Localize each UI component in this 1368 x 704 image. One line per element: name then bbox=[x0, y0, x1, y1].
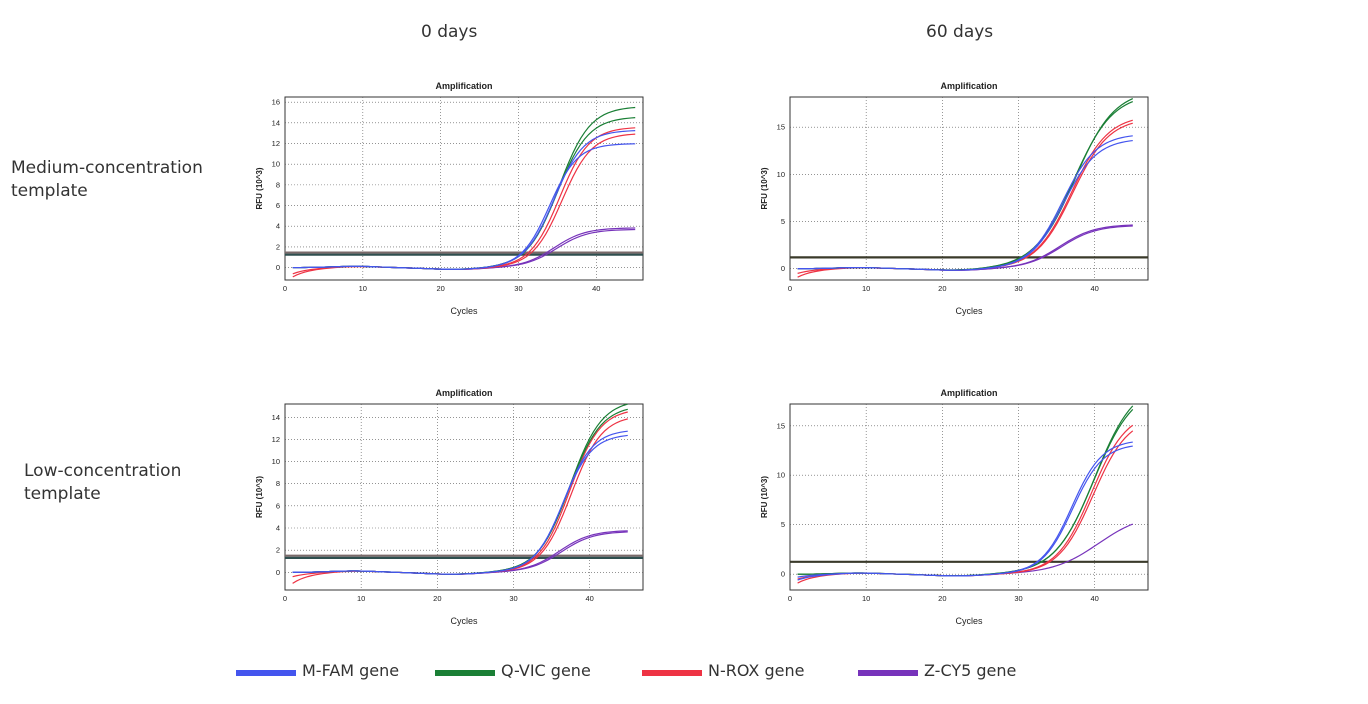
y-tick-label: 10 bbox=[777, 170, 785, 179]
series-group bbox=[790, 405, 1148, 584]
y-tick-label: 6 bbox=[276, 201, 280, 210]
y-tick-label: 10 bbox=[272, 457, 280, 466]
legend-swatch-q-vic bbox=[435, 670, 495, 676]
x-tick-label: 20 bbox=[938, 284, 946, 293]
row-header-medium-line1: Medium-concentration bbox=[11, 158, 203, 178]
y-axis-label: RFU (10^3) bbox=[760, 476, 769, 518]
x-tick-label: 40 bbox=[1091, 594, 1099, 603]
x-tick-label: 10 bbox=[359, 284, 367, 293]
x-tick-label: 20 bbox=[938, 594, 946, 603]
legend-label-q-vic: Q-VIC gene bbox=[501, 661, 591, 680]
x-axis-label: Cycles bbox=[955, 616, 983, 626]
row-header-medium: Medium-concentration template bbox=[11, 157, 203, 203]
y-tick-label: 0 bbox=[781, 570, 785, 579]
x-axis-label: Cycles bbox=[955, 306, 983, 316]
x-tick-label: 0 bbox=[788, 594, 792, 603]
y-tick-label: 5 bbox=[781, 520, 785, 529]
y-tick-label: 0 bbox=[781, 264, 785, 273]
y-axis-label: RFU (10^3) bbox=[255, 476, 264, 518]
y-tick-label: 8 bbox=[276, 180, 280, 189]
row-header-low-line1: Low-concentration bbox=[24, 461, 182, 481]
legend-label-m-fam: M-FAM gene bbox=[302, 661, 400, 680]
y-tick-label: 2 bbox=[276, 242, 280, 251]
series-line-m-fam-gene bbox=[797, 445, 1133, 578]
column-header-60-days: 60 days bbox=[926, 22, 994, 42]
x-tick-label: 40 bbox=[586, 594, 594, 603]
row-header-low-line2: template bbox=[24, 484, 101, 504]
chart-title: Amplification bbox=[435, 81, 492, 91]
legend-label-z-cy5: Z-CY5 gene bbox=[924, 661, 1017, 680]
x-tick-label: 20 bbox=[433, 594, 441, 603]
chart-low-0days: Amplification 0 10 20 30 40 0 2 4 6 8 10 12 14 Cycles R… bbox=[255, 388, 644, 626]
series-line-m-fam-gene bbox=[292, 430, 628, 575]
x-tick-label: 30 bbox=[509, 594, 517, 603]
column-header-0-days: 0 days bbox=[421, 22, 478, 42]
chart-title: Amplification bbox=[940, 388, 997, 398]
y-tick-label: 4 bbox=[276, 524, 280, 533]
y-tick-label: 8 bbox=[276, 479, 280, 488]
chart-panel-low-60days: Amplification 0 10 20 30 40 0 5 10 15 Cycles RFU (1… bbox=[750, 382, 1160, 630]
series-group bbox=[285, 404, 643, 584]
plot-area bbox=[789, 403, 1149, 591]
row-header-low: Low-concentration template bbox=[24, 460, 181, 506]
chart-panel-medium-60days: Amplification 0 10 20 30 40 0 5 10 15 Cycles RFU (1… bbox=[750, 75, 1160, 320]
y-axis-label: RFU (10^3) bbox=[760, 167, 769, 209]
y-tick-label: 5 bbox=[781, 217, 785, 226]
chart-medium-60days: Amplification 0 10 20 30 40 0 5 10 15 Cycles RFU (1… bbox=[760, 81, 1149, 316]
x-tick-label: 10 bbox=[862, 284, 870, 293]
series-line-m-fam-gene bbox=[292, 130, 636, 270]
chart-low-60days: Amplification 0 10 20 30 40 0 5 10 15 Cycles RFU (1… bbox=[760, 388, 1149, 626]
x-tick-label: 10 bbox=[357, 594, 365, 603]
x-tick-label: 30 bbox=[514, 284, 522, 293]
y-tick-label: 0 bbox=[276, 263, 280, 272]
x-tick-label: 10 bbox=[862, 594, 870, 603]
y-tick-label: 12 bbox=[272, 435, 280, 444]
plot-area bbox=[284, 96, 644, 281]
y-tick-label: 15 bbox=[777, 123, 785, 132]
series-group bbox=[285, 106, 643, 278]
plot-area bbox=[789, 96, 1149, 281]
y-axis-label: RFU (10^3) bbox=[255, 167, 264, 209]
y-tick-label: 14 bbox=[272, 118, 280, 127]
y-tick-label: 0 bbox=[276, 568, 280, 577]
legend-swatch-n-rox bbox=[642, 670, 702, 676]
legend-label-n-rox: N-ROX gene bbox=[708, 661, 805, 680]
x-tick-label: 0 bbox=[283, 284, 287, 293]
legend-swatch-z-cy5 bbox=[858, 670, 918, 676]
x-tick-label: 30 bbox=[1014, 284, 1022, 293]
y-tick-label: 4 bbox=[276, 222, 280, 231]
chart-title: Amplification bbox=[435, 388, 492, 398]
row-header-medium-line2: template bbox=[11, 181, 88, 201]
y-tick-label: 12 bbox=[272, 139, 280, 148]
x-tick-label: 30 bbox=[1014, 594, 1022, 603]
chart-medium-0days: Amplification 0 10 20 30 40 0 2 4 6 8 10 12 14 16 Cycle… bbox=[255, 81, 644, 316]
x-tick-label: 0 bbox=[788, 284, 792, 293]
series-line-m-fam-gene bbox=[797, 139, 1133, 271]
chart-title: Amplification bbox=[940, 81, 997, 91]
legend-swatch-m-fam bbox=[236, 670, 296, 676]
y-tick-label: 16 bbox=[272, 98, 280, 107]
x-tick-label: 20 bbox=[436, 284, 444, 293]
y-tick-label: 14 bbox=[272, 413, 280, 422]
y-tick-label: 2 bbox=[276, 546, 280, 555]
plot-area bbox=[284, 403, 644, 591]
x-axis-label: Cycles bbox=[450, 616, 478, 626]
y-tick-label: 10 bbox=[777, 471, 785, 480]
y-tick-label: 15 bbox=[777, 421, 785, 430]
chart-panel-low-0days: Amplification 0 10 20 30 40 0 2 4 6 8 10 12 14 Cycles R… bbox=[245, 382, 655, 630]
series-group bbox=[790, 98, 1148, 278]
y-tick-label: 10 bbox=[272, 160, 280, 169]
x-axis-label: Cycles bbox=[450, 306, 478, 316]
y-tick-label: 6 bbox=[276, 501, 280, 510]
chart-panel-medium-0days: Amplification 0 10 20 30 40 0 2 4 6 8 10 12 14 16 Cycle… bbox=[245, 75, 655, 320]
x-tick-label: 40 bbox=[592, 284, 600, 293]
x-tick-label: 0 bbox=[283, 594, 287, 603]
x-tick-label: 40 bbox=[1091, 284, 1099, 293]
